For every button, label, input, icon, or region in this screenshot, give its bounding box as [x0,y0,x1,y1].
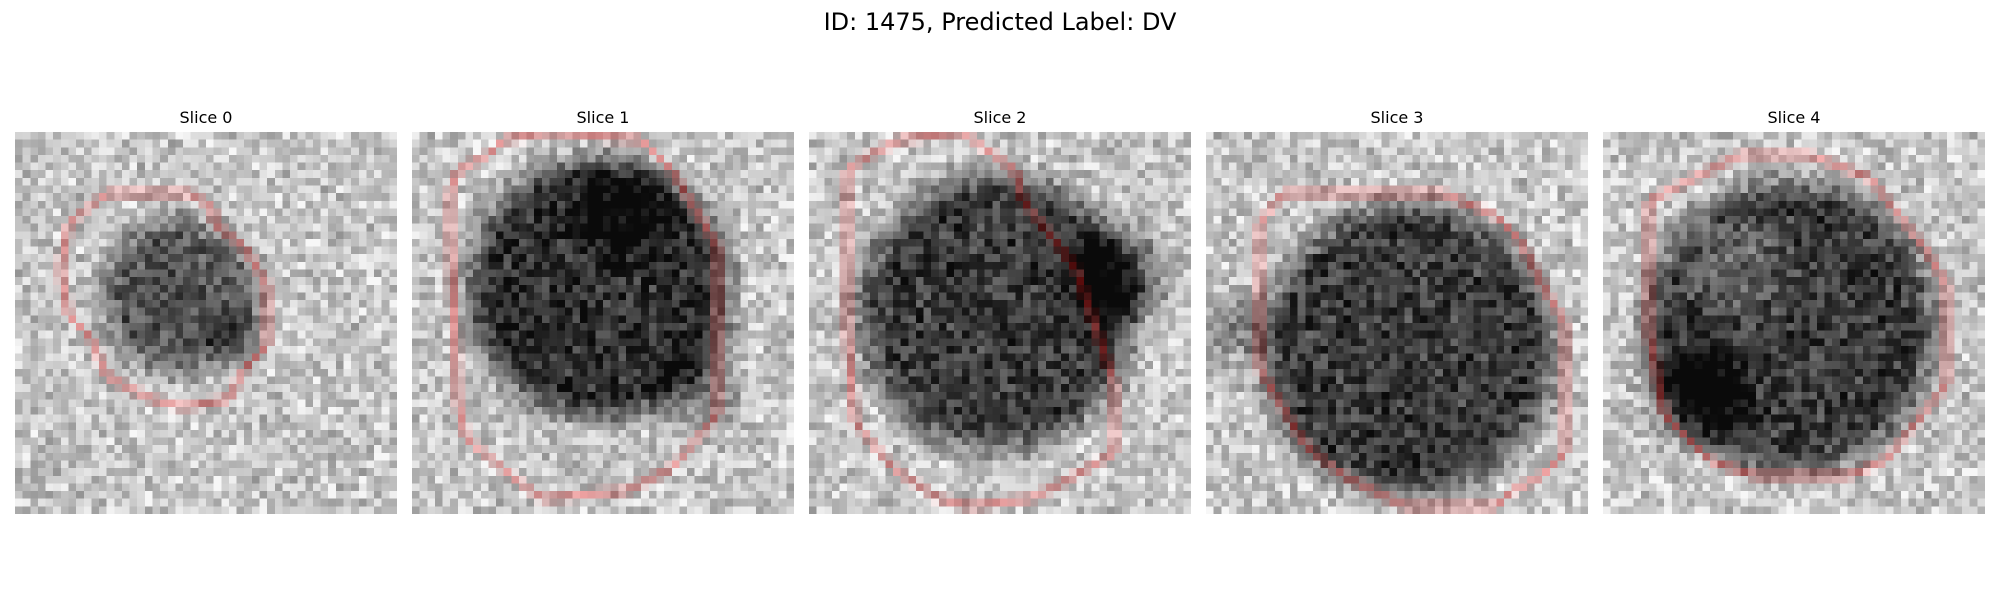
slice-panel-2: Slice 2 [809,108,1191,514]
slice-title: Slice 1 [576,108,630,127]
slice-image [1206,132,1588,514]
slice-panel-3: Slice 3 [1206,108,1588,514]
slice-title: Slice 2 [973,108,1027,127]
slice-panel-0: Slice 0 [15,108,397,514]
slice-title: Slice 0 [179,108,233,127]
slice-image [15,132,397,514]
slice-image [1603,132,1985,514]
slice-image [412,132,794,514]
slice-panel-1: Slice 1 [412,108,794,514]
slice-title: Slice 4 [1767,108,1821,127]
figure-title: ID: 1475, Predicted Label: DV [823,8,1177,36]
slice-title: Slice 3 [1370,108,1424,127]
slice-image [809,132,1191,514]
slice-panel-4: Slice 4 [1603,108,1985,514]
